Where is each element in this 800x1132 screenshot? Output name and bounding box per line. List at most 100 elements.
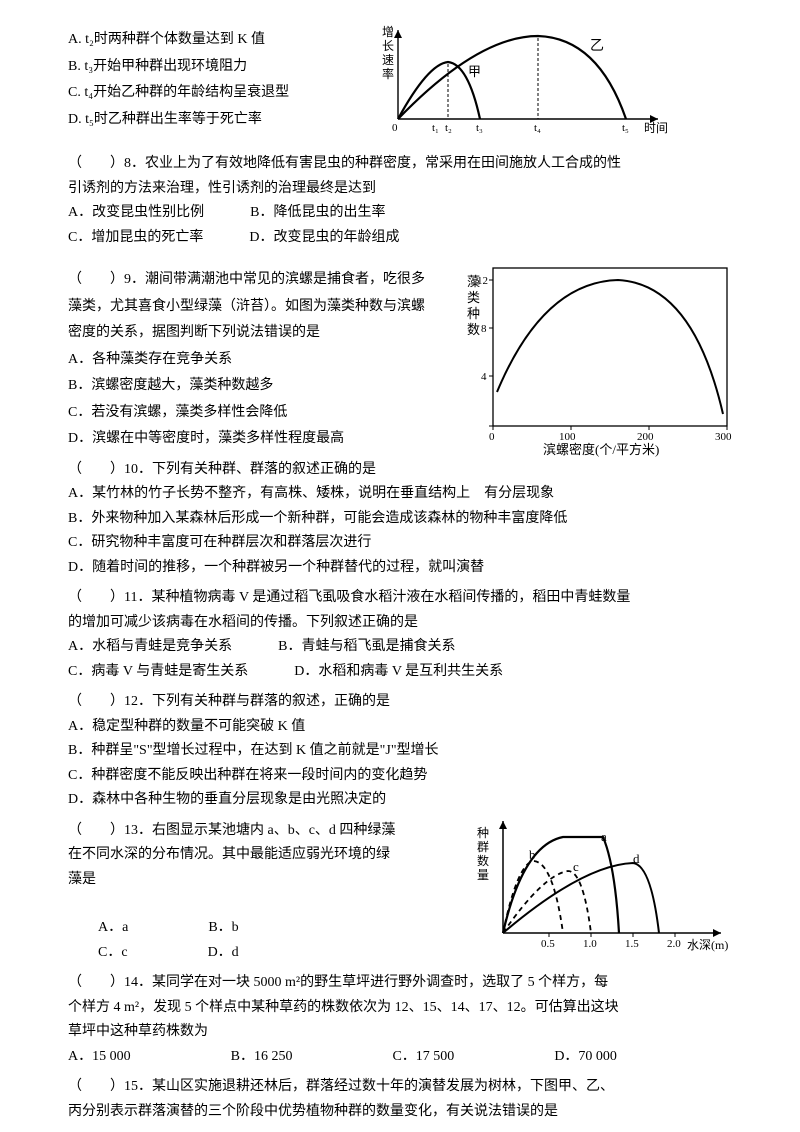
- q11-block: （ ）11．某种植物病毒 V 是通过稻飞虱吸食水稻汁液在水稻间传播的，稻田中青蛙…: [68, 586, 740, 684]
- q7-optC: C. t₄开始乙种群的年龄结构呈衰退型: [68, 81, 328, 106]
- q8-block: （ ）8．农业上为了有效地降低有害昆虫的种群密度，常采用在田间施放人工合成的性 …: [68, 152, 740, 250]
- q8-stem2: 引诱剂的方法来治理，性引诱剂的治理最终是达到: [68, 177, 740, 202]
- q9-yl2: 类: [467, 290, 480, 305]
- q9-stem1: （ ）9．潮间带满潮池中常见的滨螺是捕食者，吃很多: [68, 268, 438, 293]
- q13-stem3: 藻是: [68, 868, 468, 893]
- q12-optA: A．稳定型种群的数量不可能突破 K 值: [68, 715, 740, 740]
- q8-optA: A．改变昆虫性别比例: [68, 201, 204, 226]
- svg-text:a: a: [601, 829, 607, 844]
- svg-text:t₁: t₁: [432, 122, 439, 134]
- q15-stem2: 丙分别表示群落演替的三个阶段中优势植物种群的数量变化，有关说法错误的是: [68, 1100, 740, 1125]
- q11-optD: D．水稻和病毒 V 是互利共生关系: [294, 660, 503, 685]
- q12-optC: C．种群密度不能反映出种群在将来一段时间内的变化趋势: [68, 764, 740, 789]
- svg-text:d: d: [633, 851, 640, 866]
- q12-stem: （ ）12．下列有关种群与群落的叙述，正确的是: [68, 690, 740, 715]
- q9-yl3: 种: [467, 306, 480, 321]
- q7-chart: 增 长 速 率 甲 乙 0 t₁ t₂ t₃ t₄ t₅ 时间: [368, 24, 668, 144]
- q7-options: A. t₂时两种群个体数量达到 K 值 B. t₃开始甲种群出现环境阻力 C. …: [68, 28, 328, 132]
- q13-optC: C．c: [98, 941, 128, 966]
- q12-optD: D．森林中各种生物的垂直分层现象是由光照决定的: [68, 788, 740, 813]
- q7-optB: B. t₃开始甲种群出现环境阻力: [68, 55, 328, 80]
- q7-optA: A. t₂时两种群个体数量达到 K 值: [68, 28, 328, 53]
- q14-optC: C．17 500: [392, 1045, 454, 1070]
- growth-rate-chart: 增 长 速 率 甲 乙 0 t₁ t₂ t₃ t₄ t₅ 时间: [368, 24, 668, 134]
- q9-stem3: 密度的关系，据图判断下列说法错误的是: [68, 321, 438, 346]
- q7-ylabel-1: 增: [382, 25, 394, 39]
- q14-optB: B．16 250: [231, 1045, 293, 1070]
- q7-ylabel-3: 速: [382, 53, 394, 67]
- q7-label-yi: 乙: [590, 38, 604, 54]
- q14-stem2: 个样方 4 m²，发现 5 个样点中某种草药的株数依次为 12、15、14、17…: [68, 996, 740, 1021]
- q10-stem: （ ）10．下列有关种群、群落的叙述正确的是: [68, 458, 740, 483]
- q7-ylabel-2: 长: [382, 39, 394, 53]
- q15-block: （ ）15．某山区实施退耕还林后，群落经过数十年的演替发展为树林，下图甲、乙、 …: [68, 1075, 740, 1124]
- q14-stem1: （ ）14．某同学在对一块 5000 m²的野生草坪进行野外调查时，选取了 5 …: [68, 971, 740, 996]
- q10-block: （ ）10．下列有关种群、群落的叙述正确的是 A．某竹林的竹子长势不整齐，有高株…: [68, 458, 740, 581]
- svg-text:0: 0: [489, 431, 495, 443]
- q12-block: （ ）12．下列有关种群与群落的叙述，正确的是 A．稳定型种群的数量不可能突破 …: [68, 690, 740, 813]
- svg-text:2.0: 2.0: [667, 938, 681, 950]
- svg-text:t₂: t₂: [445, 122, 452, 134]
- q13-chart: 种 群 数 量 a b c d 0.5 1.0 1.5 2.0 水深(m): [473, 815, 733, 975]
- q14-optA: A．15 000: [68, 1045, 131, 1070]
- q11-stem2: 的增加可减少该病毒在水稻间的传播。下列叙述正确的是: [68, 611, 740, 636]
- svg-text:1.0: 1.0: [583, 938, 597, 950]
- q9-block: （ ）9．潮间带满潮池中常见的滨螺是捕食者，吃很多 藻类，尤其喜食小型绿藻（浒苔…: [68, 268, 740, 452]
- q10-optB: B．外来物种加入某森林后形成一个新种群，可能会造成该森林的物种丰富度降低: [68, 507, 740, 532]
- svg-text:c: c: [573, 859, 579, 874]
- q7-xlabel: 时间: [644, 121, 668, 134]
- svg-text:t₄: t₄: [534, 122, 541, 134]
- q7-optD: D. t₅时乙种群出生率等于死亡率: [68, 108, 328, 133]
- q9-xlabel: 滨螺密度(个/平方米): [543, 442, 659, 457]
- svg-text:b: b: [529, 847, 536, 862]
- q9-chart: 藻 类 种 数 4 8 12 0 100 200 300 滨螺密度(个/平方米): [463, 262, 733, 467]
- q7-label-jia: 甲: [468, 64, 481, 79]
- q9-optA: A．各种藻类存在竞争关系: [68, 348, 438, 373]
- svg-text:种: 种: [477, 826, 489, 840]
- algae-species-chart: 藻 类 种 数 4 8 12 0 100 200 300 滨螺密度(个/平方米): [463, 262, 733, 457]
- q12-optB: B．种群呈"S"型增长过程中，在达到 K 值之前就是"J"型增长: [68, 739, 740, 764]
- q11-stem1: （ ）11．某种植物病毒 V 是通过稻飞虱吸食水稻汁液在水稻间传播的，稻田中青蛙…: [68, 586, 740, 611]
- q13-stem2: 在不同水深的分布情况。其中最能适应弱光环境的绿: [68, 843, 468, 868]
- q11-optA: A．水稻与青蛙是竞争关系: [68, 635, 232, 660]
- svg-text:8: 8: [481, 323, 487, 335]
- q13-optD: D．d: [208, 941, 239, 966]
- q9-optB: B．滨螺密度越大，藻类种数越多: [68, 374, 438, 399]
- q11-optB: B．青蛙与稻飞虱是捕食关系: [278, 635, 455, 660]
- svg-text:量: 量: [477, 868, 489, 882]
- q11-optC: C．病毒 V 与青蛙是寄生关系: [68, 660, 248, 685]
- q13-optB: B．b: [208, 916, 238, 941]
- svg-text:0: 0: [392, 122, 398, 134]
- q13-block: （ ）13．右图显示某池塘内 a、b、c、d 四种绿藻 在不同水深的分布情况。其…: [68, 819, 740, 966]
- q13-optA: A．a: [98, 916, 128, 941]
- q9-optC: C．若没有滨螺，藻类多样性会降低: [68, 401, 438, 426]
- svg-text:群: 群: [477, 840, 489, 854]
- q7-ylabel-4: 率: [382, 66, 394, 81]
- q8-optB: B．降低昆虫的出生率: [250, 201, 385, 226]
- q15-stem1: （ ）15．某山区实施退耕还林后，群落经过数十年的演替发展为树林，下图甲、乙、: [68, 1075, 740, 1100]
- svg-text:12: 12: [477, 275, 488, 287]
- svg-text:t₃: t₃: [476, 122, 483, 134]
- svg-text:数: 数: [477, 853, 489, 868]
- q14-stem3: 草坪中这种草药株数为: [68, 1020, 740, 1045]
- q14-block: （ ）14．某同学在对一块 5000 m²的野生草坪进行野外调查时，选取了 5 …: [68, 971, 740, 1069]
- algae-depth-chart: 种 群 数 量 a b c d 0.5 1.0 1.5 2.0 水深(m): [473, 815, 733, 965]
- q10-optD: D．随着时间的推移，一个种群被另一个种群替代的过程，就叫演替: [68, 556, 740, 581]
- q13-stem1: （ ）13．右图显示某池塘内 a、b、c、d 四种绿藻: [68, 819, 468, 844]
- q9-stem2: 藻类，尤其喜食小型绿藻（浒苔）。如图为藻类种数与滨螺: [68, 295, 438, 320]
- q8-stem1: （ ）8．农业上为了有效地降低有害昆虫的种群密度，常采用在田间施放人工合成的性: [68, 152, 740, 177]
- q10-optA: A．某竹林的竹子长势不整齐，有高株、矮株，说明在垂直结构上 有分层现象: [68, 482, 740, 507]
- q9-optD: D．滨螺在中等密度时，藻类多样性程度最高: [68, 427, 438, 452]
- svg-text:300: 300: [715, 431, 732, 443]
- q9-yl4: 数: [467, 322, 480, 337]
- q10-optC: C．研究物种丰富度可在种群层次和群落层次进行: [68, 531, 740, 556]
- svg-text:0.5: 0.5: [541, 938, 555, 950]
- q8-optD: D．改变昆虫的年龄组成: [249, 226, 399, 251]
- svg-text:1.5: 1.5: [625, 938, 639, 950]
- svg-text:水深(m): 水深(m): [687, 938, 728, 952]
- q7-block: A. t₂时两种群个体数量达到 K 值 B. t₃开始甲种群出现环境阻力 C. …: [68, 28, 740, 132]
- q14-optD: D．70 000: [554, 1045, 617, 1070]
- svg-text:t₅: t₅: [622, 122, 629, 134]
- q8-optC: C．增加昆虫的死亡率: [68, 226, 203, 251]
- svg-text:4: 4: [481, 371, 487, 383]
